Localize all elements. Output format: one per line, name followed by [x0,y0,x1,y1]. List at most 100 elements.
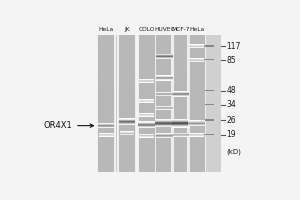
Bar [188,148,206,151]
Bar [138,131,156,134]
Bar [118,35,119,172]
Bar [155,165,173,168]
Bar [118,148,136,151]
Bar [97,162,115,165]
Bar [138,114,156,117]
Bar [138,121,155,122]
Bar [97,144,115,148]
Bar [138,38,156,42]
Bar [118,122,135,123]
Bar [188,120,206,124]
Bar [118,35,136,172]
Bar [97,52,115,55]
Bar [98,124,115,125]
Bar [118,141,136,144]
Bar [188,117,206,120]
Bar [156,136,172,137]
Bar [97,131,115,134]
Bar [155,141,173,144]
Bar [172,148,190,151]
Bar [188,114,206,117]
Bar [205,104,214,105]
Bar [118,123,135,124]
Bar [205,134,214,135]
Bar [118,72,136,76]
Bar [155,76,173,79]
Bar [155,124,173,125]
Bar [172,119,190,120]
Bar [205,119,214,121]
Bar [118,120,136,124]
Bar [118,100,136,103]
Bar [97,48,115,52]
Bar [118,42,136,45]
Bar [172,124,190,127]
Bar [172,66,190,69]
Text: COLO: COLO [139,27,155,32]
Bar [138,48,156,52]
Bar [172,86,190,90]
Bar [188,124,206,127]
Bar [118,162,136,165]
Bar [188,45,206,48]
Bar [155,35,156,172]
Bar [138,62,156,66]
Bar [188,165,206,168]
Bar [172,42,190,45]
Bar [155,138,173,141]
Bar [97,93,115,96]
Bar [97,62,115,66]
Bar [97,120,115,124]
Bar [155,83,173,86]
Bar [188,66,206,69]
Bar [188,131,206,134]
Bar [118,134,136,138]
Bar [97,35,115,172]
Bar [118,38,136,42]
Bar [118,119,135,120]
Bar [172,96,189,97]
Bar [156,58,172,59]
Bar [172,92,189,93]
Bar [155,114,173,117]
Bar [172,52,190,55]
Bar [188,127,206,131]
Bar [172,79,190,83]
Bar [155,55,173,59]
Bar [172,123,190,124]
Bar [97,148,115,151]
Bar [138,86,156,90]
Bar [188,96,206,100]
Bar [155,62,173,66]
Bar [172,91,189,92]
Bar [155,93,173,96]
Bar [155,103,173,107]
Bar [97,59,115,62]
Bar [118,121,135,122]
Text: 85: 85 [226,56,236,65]
Bar [97,117,115,120]
Bar [118,165,136,168]
Bar [188,123,205,124]
Bar [155,117,173,120]
Bar [155,86,173,90]
Bar [155,35,173,38]
Bar [188,162,206,165]
Bar [97,38,115,42]
Bar [172,45,190,48]
Bar [155,120,173,124]
Bar [155,144,173,148]
Bar [172,93,189,94]
Bar [97,151,115,155]
Bar [188,55,206,59]
Bar [138,45,156,48]
Bar [188,168,206,172]
Bar [172,62,190,66]
Bar [188,110,206,114]
Text: MCF-7: MCF-7 [172,27,190,32]
Bar [118,107,136,110]
Bar [205,35,206,172]
Bar [97,35,115,38]
Bar [172,165,190,168]
Bar [97,79,115,83]
